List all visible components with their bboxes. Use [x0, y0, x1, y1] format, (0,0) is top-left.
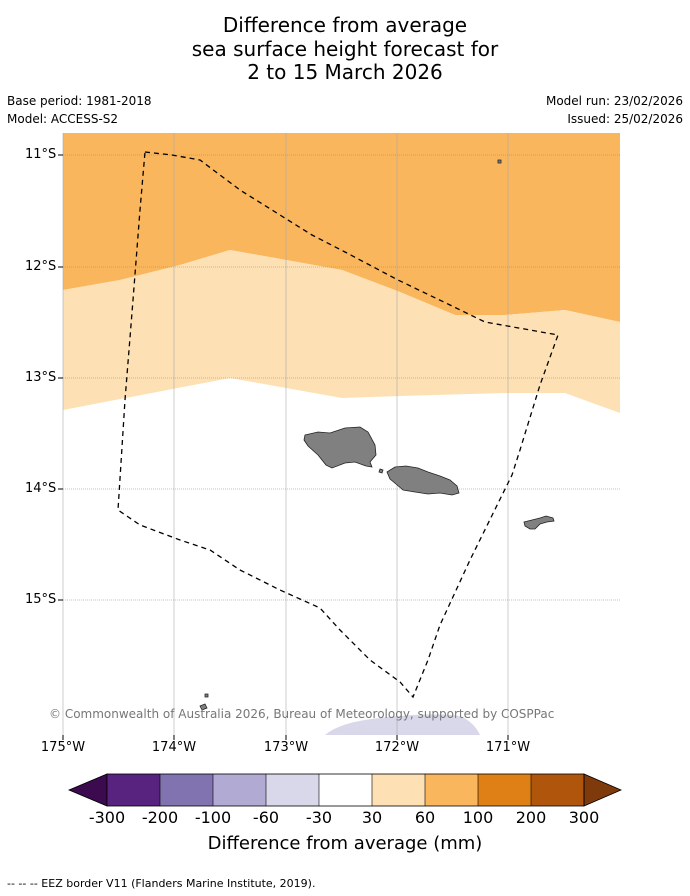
- anomaly-band-60-100: [63, 133, 620, 322]
- colorbar-dividers: [159, 774, 532, 806]
- land-masses: [199, 159, 555, 711]
- colorbar-bin-5: [319, 774, 372, 806]
- colorbar-tick-label: -60: [252, 808, 280, 827]
- model-name: Model: ACCESS-S2: [7, 112, 119, 126]
- graticule: [62, 133, 620, 735]
- colorbar-tick-label: -200: [141, 808, 179, 827]
- title-line-2: sea surface height forecast for: [191, 36, 499, 61]
- island-tutuila: [523, 515, 555, 530]
- island-rose-atoll: [199, 703, 208, 711]
- colorbar: [67, 773, 623, 807]
- anomaly-band-neg30-neg60: [325, 714, 480, 735]
- lon-label-171w: 171°W: [485, 740, 531, 755]
- lon-label-173w: 173°W: [263, 740, 309, 755]
- colorbar-bin-8: [478, 774, 531, 806]
- colorbar-bin-2: [160, 774, 213, 806]
- colorbar-tick-label: -300: [88, 808, 126, 827]
- island-apolima: [378, 468, 384, 474]
- lat-label-11s: 11°S: [25, 147, 57, 162]
- colorbar-bin-7: [425, 774, 478, 806]
- colorbar-extend-low: [67, 773, 108, 807]
- colorbar-tick-label: -30: [305, 808, 333, 827]
- title-line-3: 2 to 15 March 2026: [247, 60, 443, 84]
- copyright-notice: © Commonwealth of Australia 2026, Bureau…: [49, 707, 555, 721]
- colorbar-bin-6: [372, 774, 425, 806]
- colorbar-tick-label: 200: [515, 808, 547, 827]
- island-upolu: [386, 465, 460, 496]
- base-period: Base period: 1981-2018: [7, 94, 152, 108]
- lat-label-14s: 14°S: [25, 481, 57, 496]
- colorbar-bin-9: [531, 774, 584, 806]
- lat-label-12s: 12°S: [25, 259, 57, 274]
- lon-label-175w: 175°W: [40, 740, 86, 755]
- colorbar-tick-label: 100: [462, 808, 494, 827]
- model-run-date: Model run: 23/02/2026: [545, 94, 683, 108]
- colorbar-outline: [106, 773, 585, 807]
- issued-date: Issued: 25/02/2026: [567, 112, 683, 126]
- island-islet: [204, 693, 209, 698]
- colorbar-extend-high: [583, 773, 623, 807]
- axis-ticks: [58, 154, 509, 740]
- eez-border: [117, 151, 559, 699]
- lat-label-15s: 15°S: [25, 592, 57, 607]
- anomaly-band-30-60: [63, 250, 620, 413]
- colorbar-tick-label: 30: [361, 808, 383, 827]
- map-title: Difference from average sea surface heig…: [0, 13, 690, 85]
- colorbar-tick-label: -100: [194, 808, 232, 827]
- colorbar-tick-label: 60: [414, 808, 436, 827]
- lon-label-172w: 172°W: [374, 740, 420, 755]
- lat-label-13s: 13°S: [25, 370, 57, 385]
- title-line-1: Difference from average: [222, 13, 468, 37]
- colorbar-title: Difference from average (mm): [207, 833, 483, 854]
- colorbar-bin-1: [107, 774, 160, 806]
- colorbar-tick-label: 300: [568, 808, 600, 827]
- island-swains: [497, 159, 502, 164]
- colorbar-bin-4: [266, 774, 319, 806]
- colorbar-bin-3: [213, 774, 266, 806]
- eez-legend-note: -- -- -- EEZ border V11 (Flanders Marine…: [7, 877, 316, 890]
- lon-label-174w: 174°W: [151, 740, 197, 755]
- island-savaii: [303, 426, 377, 469]
